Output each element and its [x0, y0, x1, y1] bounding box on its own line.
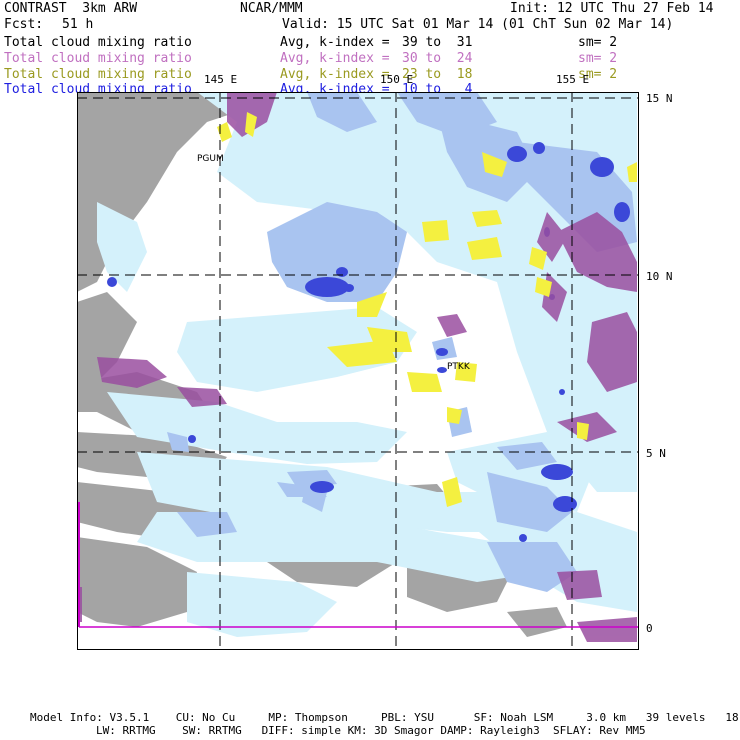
station-label-ptkk: PTKK	[447, 362, 471, 372]
weather-map: PGUM PTKK	[77, 92, 639, 650]
legend-row-2-sm: sm= 2	[578, 51, 618, 66]
valid-time: Valid: 15 UTC Sat 01 Mar 14 (01 ChT Sun …	[282, 17, 674, 32]
legend-row-1-avg: Avg, k-index =	[280, 35, 390, 50]
model-title: CONTRAST 3km ARW	[4, 1, 138, 16]
lat-lon-grid	[77, 92, 639, 650]
legend-row-1-field: Total cloud mixing ratio	[4, 35, 192, 50]
lon-label-155e: 155 E	[556, 73, 590, 86]
legend-row-2-avg: Avg, k-index =	[280, 51, 390, 66]
forecast-label: Fcst:	[4, 17, 44, 32]
map-border	[77, 92, 639, 650]
forecast-hours: 51 h	[62, 17, 94, 32]
lon-label-145e: 145 E	[204, 73, 238, 86]
init-time: Init: 12 UTC Thu 27 Feb 14	[510, 1, 714, 16]
legend-row-3-avg: Avg, k-index =	[280, 67, 390, 82]
dark-cloud-layer	[107, 142, 630, 542]
legend-row-2-field: Total cloud mixing ratio	[4, 51, 192, 66]
station-label-pgum: PGUM	[197, 154, 224, 164]
yellow-cloud-layer	[217, 112, 637, 507]
lat-label-10n: 10 N	[646, 270, 673, 283]
legend-row-2-range: 30 to 24	[402, 51, 473, 66]
lat-label-5n: 5 N	[646, 447, 666, 460]
model-info-line-2: LW: RRTMG SW: RRTMG DIFF: simple KM: 3D …	[96, 724, 646, 737]
lat-label-0: 0	[646, 622, 653, 635]
legend-row-1-range: 39 to 31	[402, 35, 473, 50]
model-info-line-1: Model Info: V3.5.1 CU: No Cu MP: Thompso…	[30, 711, 740, 724]
mid-cloud-layer	[167, 92, 637, 592]
legend-row-3-range: 23 to 18	[402, 67, 473, 82]
legend-row-3-field: Total cloud mixing ratio	[4, 67, 192, 82]
lat-label-15n: 15 N	[646, 92, 673, 105]
legend-row-3-sm: sm= 2	[578, 67, 618, 82]
legend-row-1-sm: sm= 2	[578, 35, 618, 50]
lon-label-150e: 150 E	[380, 73, 414, 86]
organization-label: NCAR/MMM	[240, 1, 303, 16]
